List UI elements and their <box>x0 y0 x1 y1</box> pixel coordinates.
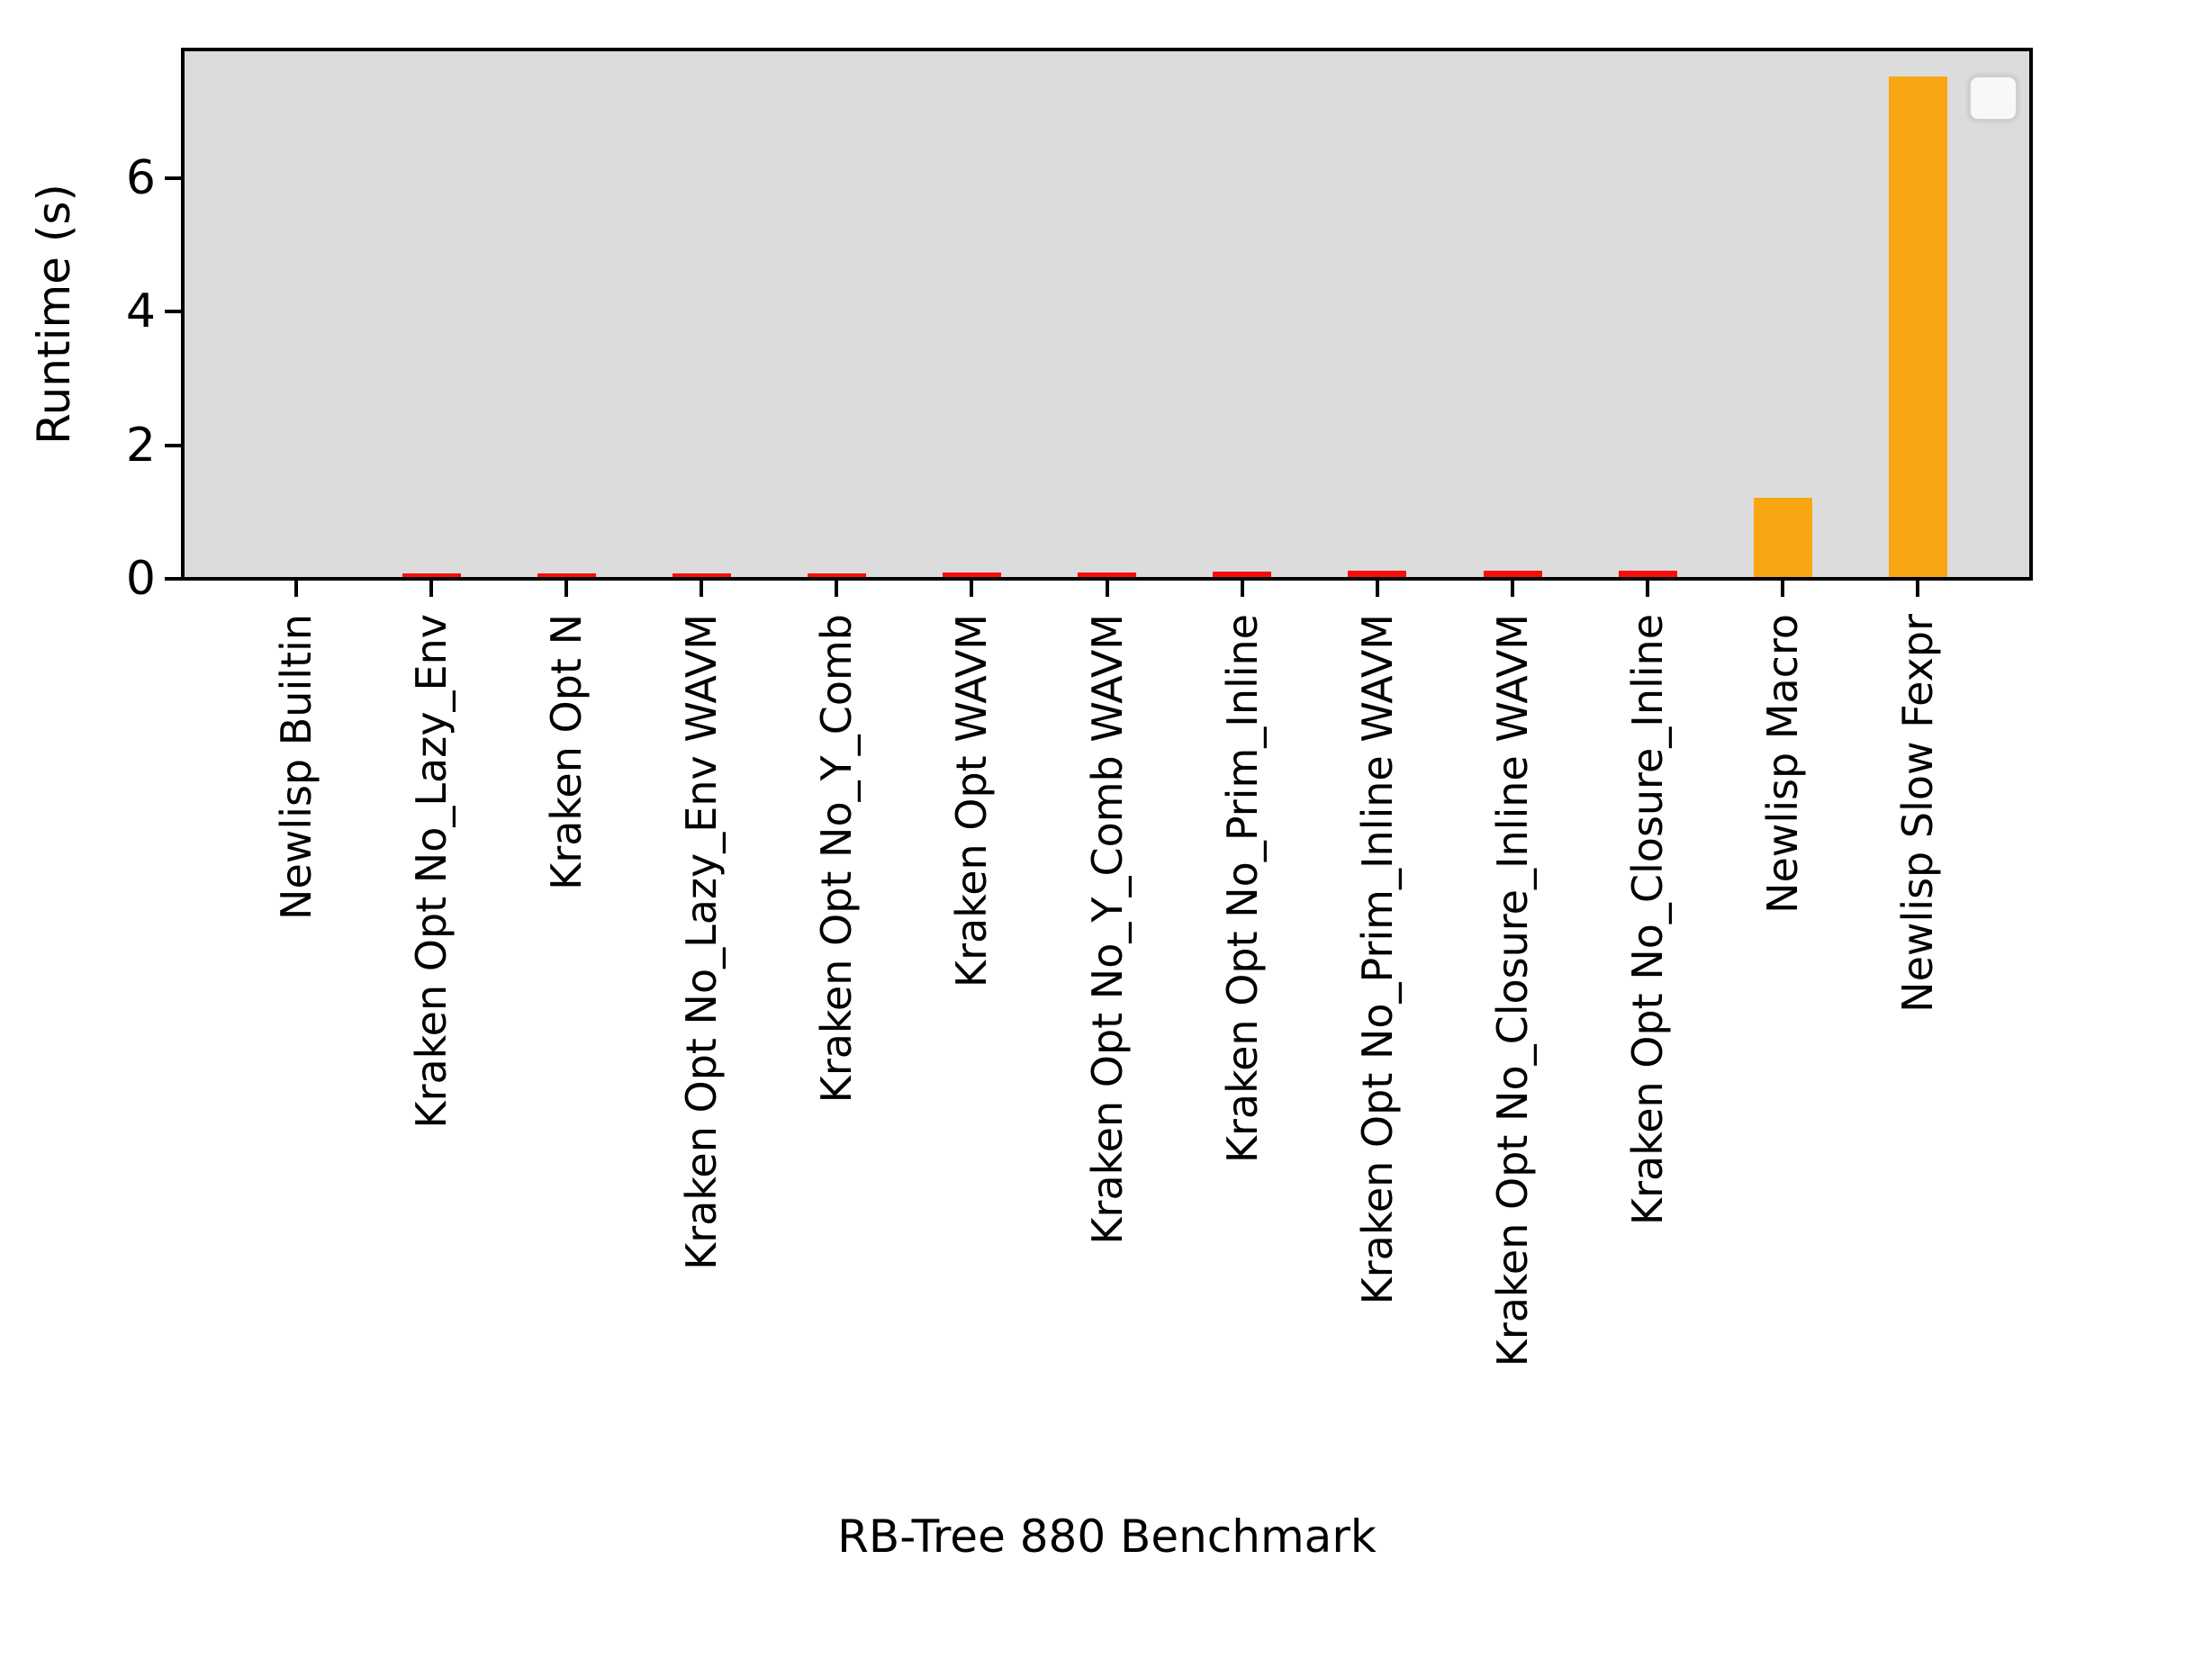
x-tick <box>970 581 973 597</box>
x-tick-label: Kraken Opt N <box>542 614 591 890</box>
x-tick <box>1781 581 1784 597</box>
x-tick-label: Kraken Opt No_Closure_Inline WAVM <box>1488 614 1537 1367</box>
y-axis-title: Runtime (s) <box>28 184 80 445</box>
y-tick <box>165 310 181 313</box>
y-tick <box>165 176 181 180</box>
y-tick-label: 2 <box>125 419 156 473</box>
x-tick-label: Kraken Opt WAVM <box>947 614 996 988</box>
x-tick-label: Kraken Opt No_Lazy_Env <box>407 614 456 1129</box>
x-tick <box>1916 581 1919 597</box>
bar <box>1889 77 1947 577</box>
x-tick-label: Kraken Opt No_Y_Comb WAVM <box>1083 614 1132 1245</box>
x-tick-label: Kraken Opt No_Prim_Inline <box>1218 614 1267 1164</box>
legend-box <box>1968 75 2018 122</box>
x-axis-title: RB-Tree 880 Benchmark <box>837 1510 1377 1563</box>
x-tick <box>700 581 703 597</box>
bar <box>1348 571 1406 577</box>
x-tick-label: Newlisp Builtin <box>272 614 321 920</box>
plot-area <box>181 48 2033 581</box>
bar <box>1213 572 1271 577</box>
y-tick-label: 4 <box>125 284 156 338</box>
x-tick <box>835 581 838 597</box>
x-tick-label: Newlisp Macro <box>1758 614 1807 914</box>
x-tick <box>1646 581 1649 597</box>
bar <box>1484 571 1542 577</box>
bar <box>1078 573 1136 577</box>
y-tick <box>165 444 181 447</box>
y-tick-label: 0 <box>125 552 156 606</box>
x-tick <box>564 581 568 597</box>
x-tick-label: Kraken Opt No_Prim_Inline WAVM <box>1353 614 1402 1305</box>
y-tick <box>165 577 181 581</box>
y-tick-label: 6 <box>125 151 156 205</box>
bar <box>808 573 866 577</box>
bar <box>943 573 1001 577</box>
bar <box>673 573 731 577</box>
bar <box>402 573 461 577</box>
x-tick-label: Kraken Opt No_Y_Comb <box>812 614 861 1104</box>
x-tick <box>1511 581 1514 597</box>
bar <box>1619 571 1677 577</box>
x-tick <box>1241 581 1244 597</box>
x-tick <box>1106 581 1109 597</box>
bar <box>1754 498 1812 577</box>
x-tick <box>1376 581 1379 597</box>
x-tick-label: Newlisp Slow Fexpr <box>1893 614 1942 1013</box>
x-tick-label: Kraken Opt No_Lazy_Env WAVM <box>677 614 726 1270</box>
x-tick <box>429 581 433 597</box>
bar <box>537 573 596 577</box>
x-tick-label: Kraken Opt No_Closure_Inline <box>1623 614 1672 1226</box>
x-tick <box>294 581 298 597</box>
